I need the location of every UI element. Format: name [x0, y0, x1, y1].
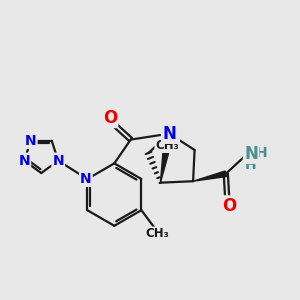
- Text: H: H: [256, 146, 267, 160]
- Text: O: O: [103, 109, 117, 127]
- Text: N: N: [52, 154, 64, 168]
- Text: N: N: [244, 145, 258, 163]
- Polygon shape: [160, 152, 169, 183]
- Text: CH₃: CH₃: [155, 139, 179, 152]
- Text: CH₃: CH₃: [145, 227, 169, 241]
- Text: N: N: [162, 125, 176, 143]
- Text: N: N: [19, 154, 30, 168]
- Text: H: H: [245, 158, 257, 172]
- Polygon shape: [193, 171, 226, 181]
- Text: N: N: [162, 125, 176, 143]
- Text: N: N: [80, 172, 92, 186]
- Text: N: N: [25, 134, 37, 148]
- Text: O: O: [222, 196, 236, 214]
